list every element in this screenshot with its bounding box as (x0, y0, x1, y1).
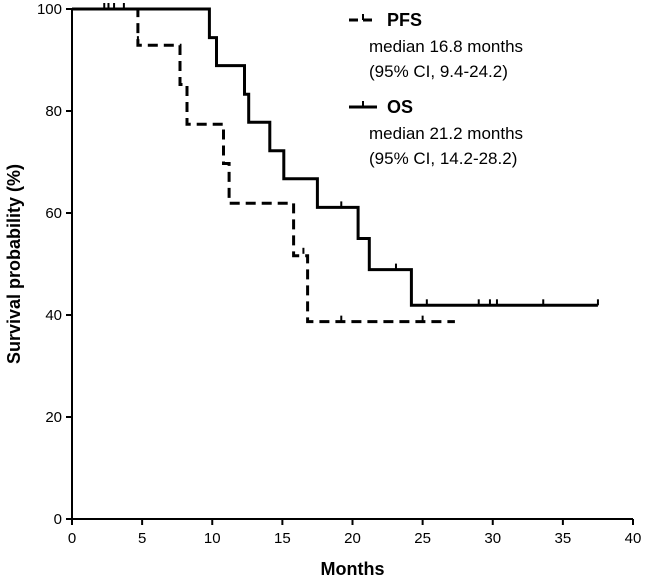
legend-os: OS median 21.2 months (95% CI, 14.2-28.2… (349, 97, 523, 168)
os-curve (72, 7, 598, 307)
y-tick-label: 40 (45, 307, 62, 324)
x-tick-label: 40 (625, 530, 642, 547)
x-tick-label: 0 (68, 530, 76, 547)
legend: PFS median 16.8 months (95% CI, 9.4-24.2… (349, 10, 523, 168)
x-tick-label: 30 (484, 530, 501, 547)
y-tick-label: 100 (37, 1, 62, 18)
y-tick-label: 0 (54, 511, 62, 528)
legend-pfs-ci: (95% CI, 9.4-24.2) (369, 62, 508, 81)
y-axis-title: Survival probability (%) (4, 164, 24, 364)
x-tick-label: 10 (204, 530, 221, 547)
y-tick-label: 80 (45, 103, 62, 120)
legend-pfs-median: median 16.8 months (369, 37, 523, 56)
legend-os-median: median 21.2 months (369, 124, 523, 143)
legend-pfs: PFS median 16.8 months (95% CI, 9.4-24.2… (349, 10, 523, 81)
x-tick-label: 25 (414, 530, 431, 547)
legend-os-ci: (95% CI, 14.2-28.2) (369, 149, 517, 168)
legend-os-name: OS (387, 97, 413, 117)
x-tick-label: 35 (555, 530, 572, 547)
series-pfs (72, 3, 455, 324)
plot-area (72, 3, 599, 324)
x-tick-label: 20 (344, 530, 361, 547)
series-os (72, 7, 599, 307)
y-tick-label: 60 (45, 205, 62, 222)
x-tick-label: 5 (138, 530, 146, 547)
x-axis-title: Months (321, 559, 385, 579)
y-tick-label: 20 (45, 409, 62, 426)
legend-pfs-name: PFS (387, 10, 422, 30)
x-tick-label: 15 (274, 530, 291, 547)
axes: 0 5 10 15 20 25 30 35 40 0 20 40 60 80 100 (37, 1, 641, 547)
